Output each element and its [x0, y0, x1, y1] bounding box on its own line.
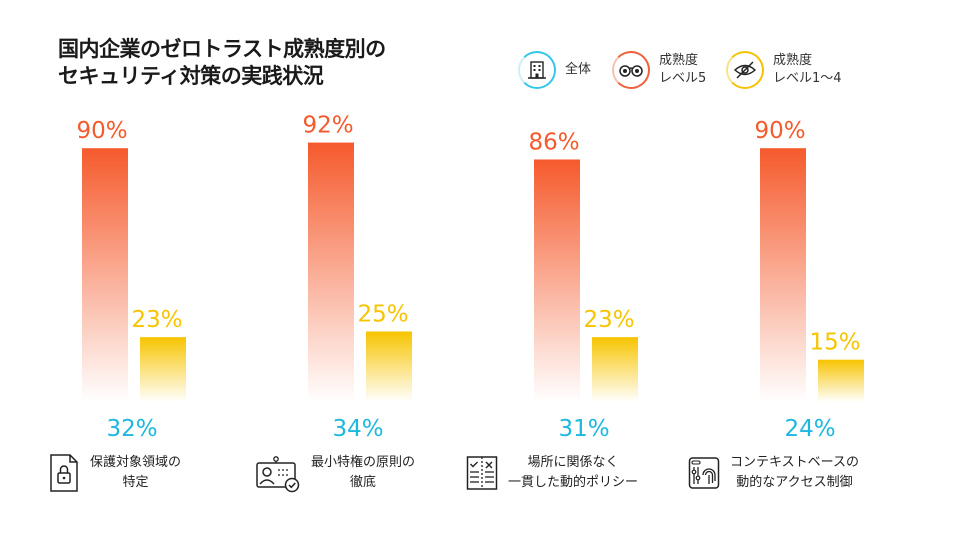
lock-document-icon: [48, 453, 80, 493]
label-level5-2: 92%: [302, 113, 353, 139]
category-2: 最小特権の原則の 徹底: [255, 448, 415, 498]
label-level5-4: 90%: [754, 118, 805, 144]
bar-level1-4-1: [140, 337, 186, 402]
eye-slash-icon: [726, 51, 764, 89]
label-level5-3: 86%: [528, 129, 579, 155]
category-label-4: コンテキストベースの 動的なアクセス制御: [730, 455, 859, 490]
binoculars-icon: [612, 51, 650, 89]
legend-item-level5: 成熟度 レベル5: [612, 46, 706, 94]
label-level5-1: 90%: [76, 118, 127, 144]
chart-title: 国内企業のゼロトラスト成熟度別の セキュリティ対策の実践状況: [58, 36, 478, 90]
category-3: 場所に関係なく 一貫した動的ポリシー: [466, 448, 638, 498]
bar-level1-4-2: [366, 331, 412, 402]
label-level1-4-2: 25%: [357, 302, 408, 328]
label-overall-4: 24%: [784, 416, 835, 442]
legend-label-level5: 成熟度 レベル5: [659, 53, 707, 86]
label-overall-1: 32%: [106, 416, 157, 442]
category-1: 保護対象領域の 特定: [48, 448, 181, 498]
legend: 全体 成熟度 レベル5 成熟度 レベル1～4: [518, 46, 938, 94]
label-overall-2: 34%: [332, 416, 383, 442]
bar-level1-4-3: [592, 337, 638, 402]
label-level1-4-3: 23%: [583, 307, 634, 333]
category-label-3: 場所に関係なく 一貫した動的ポリシー: [508, 455, 639, 490]
label-level1-4-4: 15%: [809, 330, 860, 356]
legend-item-level1-4: 成熟度 レベル1～4: [726, 46, 842, 94]
chart-title-line2: セキュリティ対策の実践状況: [58, 64, 324, 88]
legend-label-overall: 全体: [565, 62, 592, 77]
category-label-2: 最小特権の原則の 徹底: [311, 455, 416, 490]
category-4: コンテキストベースの 動的なアクセス制御: [688, 448, 859, 498]
fingerprint-icon: [688, 453, 720, 493]
bar-level5-3: [534, 159, 580, 402]
bar-level5-2: [308, 142, 354, 402]
checklist-icon: [466, 453, 498, 493]
category-label-1: 保護対象領域の 特定: [90, 455, 182, 490]
bar-level5-1: [82, 148, 128, 402]
legend-item-overall: 全体: [518, 46, 591, 94]
bar-level1-4-4: [818, 359, 864, 402]
bar-level5-4: [760, 148, 806, 402]
chart-title-line1: 国内企業のゼロトラスト成熟度別の: [58, 37, 386, 61]
building-icon: [518, 51, 556, 89]
legend-label-level1-4: 成熟度 レベル1～4: [773, 53, 842, 86]
label-level1-4-1: 23%: [131, 307, 182, 333]
label-overall-3: 31%: [558, 416, 609, 442]
user-check-icon: [255, 453, 301, 493]
